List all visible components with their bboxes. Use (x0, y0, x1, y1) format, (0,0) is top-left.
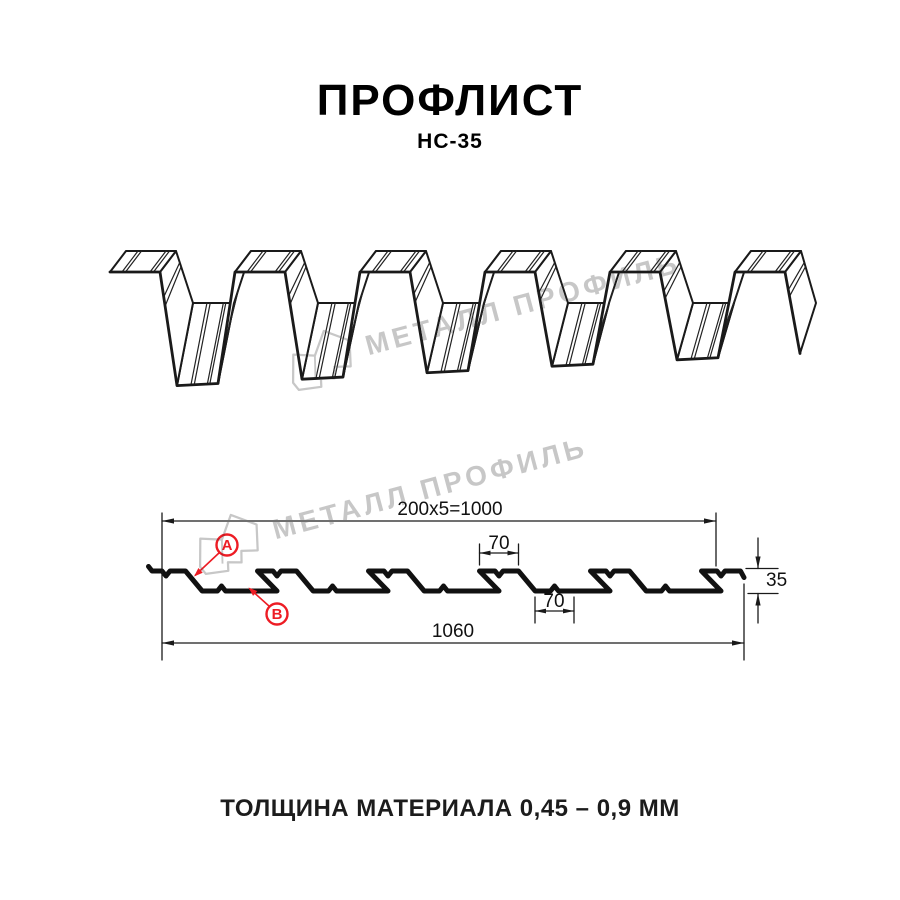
page-title: ПРОФЛИСТ (316, 76, 584, 125)
material-thickness-caption: ТОЛЩИНА МАТЕРИАЛА 0,45 – 0,9 ММ (220, 795, 680, 822)
watermark-text: МЕТАЛЛ ПРОФИЛЬ (361, 247, 684, 362)
watermark-text: МЕТАЛЛ ПРОФИЛЬ (268, 431, 591, 546)
watermark-top: МЕТАЛЛ ПРОФИЛЬ (275, 235, 687, 397)
dim-valley-width-label: 70 (543, 591, 564, 612)
dim-top-label: 200x5=1000 (397, 499, 502, 520)
profile-model-label: НС-35 (417, 130, 483, 153)
cross-section-diagram (146, 512, 779, 661)
callout-b-label: B (272, 606, 283, 623)
dimension-labels: 200x5=1000 1060 70 70 35 A B (222, 499, 788, 642)
dim-crest-width-label: 70 (488, 533, 509, 554)
metall-profil-logo-icon (291, 329, 352, 392)
dim-height-label: 35 (766, 570, 787, 591)
watermark-bottom: МЕТАЛЛ ПРОФИЛЬ (182, 419, 594, 581)
callout-a-label: A (222, 537, 233, 554)
profile-3d-drawing (108, 250, 817, 388)
dim-bottom-label: 1060 (432, 621, 474, 642)
metall-profil-logo-icon (198, 513, 259, 576)
